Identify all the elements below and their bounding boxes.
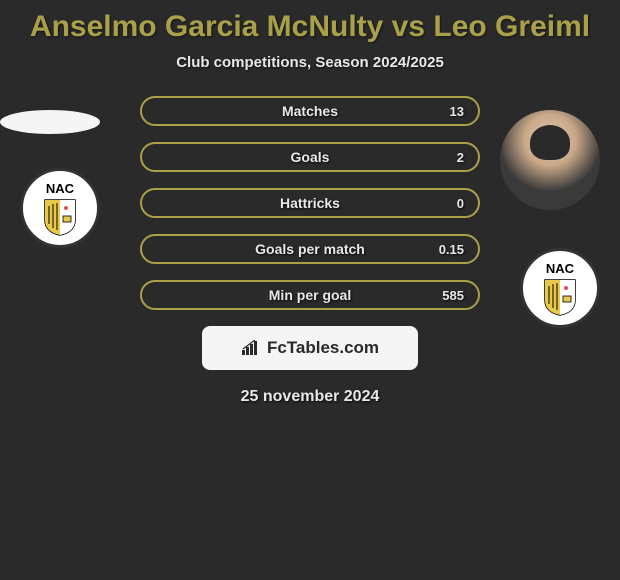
stat-label: Goals: [291, 149, 330, 165]
club-badge-left-text: NAC: [46, 181, 74, 196]
subtitle: Club competitions, Season 2024/2025: [0, 54, 620, 71]
brand-chart-icon: [241, 340, 261, 356]
club-badge-right: NAC: [520, 248, 600, 328]
date-text: 25 november 2024: [10, 388, 610, 406]
stat-value-right: 585: [442, 288, 464, 303]
player-right-avatar: [500, 110, 600, 210]
brand-text: FcTables.com: [267, 338, 379, 358]
stat-value-right: 0.15: [439, 242, 464, 257]
stat-value-right: 13: [450, 104, 464, 119]
stat-rows: Matches 13 Goals 2 Hattricks 0 Goals per…: [140, 96, 480, 310]
stat-row: Goals per match 0.15: [140, 234, 480, 264]
stat-row: Min per goal 585: [140, 280, 480, 310]
stat-value-right: 2: [457, 150, 464, 165]
stat-row: Matches 13: [140, 96, 480, 126]
club-badge-left: NAC: [20, 168, 100, 248]
club-badge-right-shield-icon: [543, 278, 577, 316]
player-left-avatar: [0, 110, 100, 134]
brand-pill: FcTables.com: [202, 326, 418, 370]
club-badge-right-text: NAC: [546, 261, 574, 276]
stat-label: Hattricks: [280, 195, 340, 211]
stat-row: Hattricks 0: [140, 188, 480, 218]
stats-area: NAC NAC: [0, 96, 620, 406]
stat-label: Goals per match: [255, 241, 365, 257]
title: Anselmo Garcia McNulty vs Leo Greiml: [0, 10, 620, 44]
stat-label: Min per goal: [269, 287, 351, 303]
stat-row: Goals 2: [140, 142, 480, 172]
stat-label: Matches: [282, 103, 338, 119]
stat-value-right: 0: [457, 196, 464, 211]
club-badge-left-shield-icon: [43, 198, 77, 236]
infographic-container: Anselmo Garcia McNulty vs Leo Greiml Clu…: [0, 0, 620, 406]
